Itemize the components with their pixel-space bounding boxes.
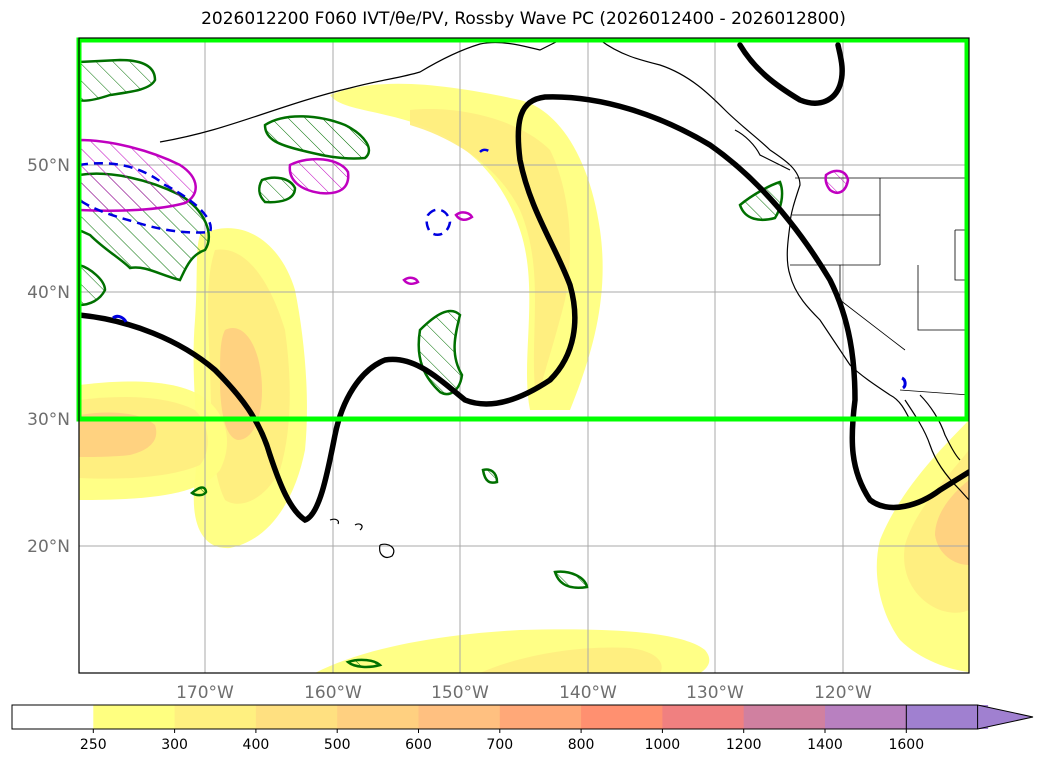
colorbar-tick-label: 300 [161,737,188,753]
theta-e-warm-west [79,138,197,212]
theta-e-cold-california [901,376,907,390]
colorbar-tick-label: 400 [243,737,270,753]
coastline-hawaii [329,518,395,558]
colorbar: 250 300 400 500 600 700 800 1000 1200 1400 1600 [11,704,1034,753]
rossby-contour-main [79,94,969,524]
colorbar-swatch [174,705,257,729]
colorbar-swatch [12,705,94,729]
lat-label-20n: 20°N [27,537,70,557]
coastline-us-west [786,224,911,421]
pv-contour-aleutian-small [258,176,297,204]
lat-label-40n: 40°N [27,283,70,303]
colorbar-swatch [337,705,419,729]
longitude-labels: 170°W 160°W 150°W 140°W 130°W 120°W [176,683,872,703]
coastline-alaska-aleutians [159,39,561,143]
colorbar-outline [11,704,979,730]
colorbar-swatch [581,705,663,729]
pv-contour-west-south [189,486,208,497]
coastline-gulf-of-alaska [599,39,801,226]
border-nv-az [917,265,969,331]
colorbar-swatch [743,705,826,729]
ivt-band-north-pacific-core [410,109,570,391]
colorbar-tick-label: 800 [568,737,595,753]
pv-contour-west-tip [79,263,107,307]
lon-label-140w: 140°W [559,683,617,703]
lon-label-150w: 150°W [431,683,489,703]
lon-label-130w: 130°W [686,683,744,703]
ivt-band-south-core [480,647,662,673]
colorbar-swatch [93,705,176,729]
pv-contour-south-1 [481,468,499,484]
ivt-shading [79,83,969,673]
coastline-british-columbia [734,129,791,171]
colorbar-swatch [418,705,501,729]
pv-contour-aleutian-east [263,115,371,160]
coastline-gulf-california [919,394,961,461]
colorbar-swatch [255,705,338,729]
colorbar-tick-label: 500 [324,737,351,753]
lat-label-30n: 30°N [27,410,70,430]
pv-contour-nw-corner [79,58,157,103]
lon-label-160w: 160°W [304,683,362,703]
colorbar-tick-label: 1400 [807,737,843,753]
theta-e-warm-coast [824,169,850,194]
theta-e-warm-small-2 [402,276,420,285]
lon-label-170w: 170°W [176,683,234,703]
ivt-plume-southeast-core [935,480,969,565]
pv-contour-south-3 [345,658,383,669]
theta-e-cold-contours [79,148,494,236]
pv-contour-south-2 [553,570,589,589]
rossby-contour-northeast [737,42,845,106]
colorbar-tick-label: 1000 [645,737,681,753]
map-frame-border [78,37,970,674]
rossby-wave-contours [79,42,969,524]
lat-label-50n: 50°N [27,156,70,176]
colorbar-swatch [499,705,582,729]
theta-e-cold-small [479,148,494,156]
coastlines [159,39,969,558]
ivt-tongue-west-core [79,412,157,457]
colorbar-tick-label: 700 [486,737,513,753]
border-us-mexico [899,389,969,396]
theta-e-warm-small-1 [454,211,474,221]
latitude-labels: 50°N 40°N 30°N 20°N [27,156,70,557]
theta-e-cold-west-small [112,314,128,323]
theta-e-warm-contours [79,138,850,285]
colorbar-tick-label: 600 [405,737,432,753]
colorbar-swatch [825,705,907,729]
theta-e-warm-central-north [288,157,350,195]
lon-label-120w: 120°W [814,683,872,703]
colorbar-extend-arrow [905,704,1034,730]
colorbar-tick-label: 1200 [726,737,762,753]
map-title: 2026012200 F060 IVT/θe/PV, Rossby Wave P… [201,9,846,29]
theta-e-cold-central [425,208,452,236]
colorbar-tick-label: 250 [80,737,107,753]
colorbar-tick-label: 1600 [888,737,924,753]
colorbar-swatch [662,705,745,729]
